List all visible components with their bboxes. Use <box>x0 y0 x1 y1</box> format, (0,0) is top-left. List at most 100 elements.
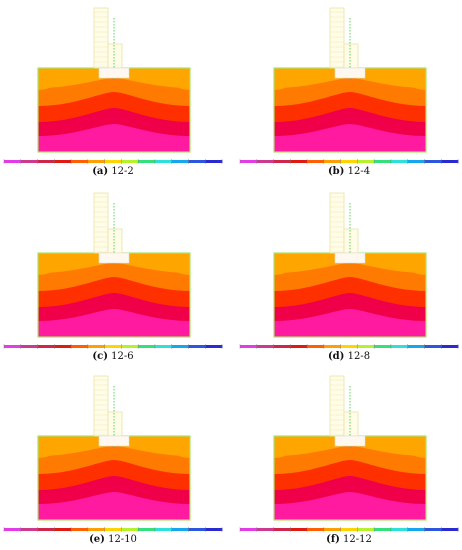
legend-swatch <box>256 160 275 163</box>
panel-letter: (a) <box>92 166 109 177</box>
legend-swatch <box>171 345 189 348</box>
legend-swatch <box>407 345 425 348</box>
legend-swatch <box>407 160 425 163</box>
legend-swatch <box>188 160 206 163</box>
building-structure <box>329 192 366 265</box>
contour-panel: (a) 12-2 <box>0 0 226 183</box>
legend-swatch <box>340 528 358 531</box>
legend-swatch <box>20 345 39 348</box>
legend-swatch <box>374 345 392 348</box>
legend-swatch <box>205 345 223 348</box>
stress-band <box>38 68 64 90</box>
legend-swatch <box>273 160 291 163</box>
color-legend-bar <box>239 159 459 164</box>
legend-swatch <box>37 528 55 531</box>
panel-label: 12-10 <box>104 534 137 545</box>
contour-plot <box>239 192 459 349</box>
legend-swatch <box>37 160 55 163</box>
legend-swatch <box>323 528 342 531</box>
legend-swatch <box>307 528 325 531</box>
legend-swatch <box>357 345 375 348</box>
soil-contours <box>38 68 190 152</box>
legend-swatch <box>424 160 442 163</box>
legend-swatch <box>240 160 258 163</box>
legend-swatch <box>307 345 325 348</box>
contour-plot <box>3 7 223 164</box>
foundation <box>334 252 366 264</box>
legend-swatch <box>374 528 392 531</box>
legend-swatch <box>188 345 206 348</box>
panel-letter: (f) <box>326 534 340 545</box>
legend-swatch <box>374 160 392 163</box>
building-structure <box>93 7 130 80</box>
legend-swatch <box>290 160 308 163</box>
contour-panel: (e) 12-10 <box>0 366 226 549</box>
color-legend-bar <box>3 344 223 349</box>
panel-letter: (c) <box>92 351 108 362</box>
panel-caption: (a) 12-2 <box>0 166 226 177</box>
legend-swatch <box>441 528 459 531</box>
stress-band <box>164 436 190 458</box>
panel-caption: (f) 12-12 <box>236 534 462 545</box>
legend-swatch <box>104 345 122 348</box>
contour-plot <box>239 7 459 164</box>
legend-swatch <box>390 160 409 163</box>
stress-band <box>38 436 64 458</box>
soil-contours <box>274 68 426 152</box>
legend-swatch <box>390 528 409 531</box>
legend-swatch <box>357 160 375 163</box>
legend-swatch <box>121 528 139 531</box>
panel-letter: (b) <box>327 166 345 177</box>
contour-panel: (f) 12-12 <box>236 366 462 549</box>
legend-swatch <box>71 160 89 163</box>
legend-swatch <box>323 345 342 348</box>
legend-swatch <box>154 345 173 348</box>
legend-swatch <box>37 345 55 348</box>
building-structure <box>93 375 130 448</box>
stress-band <box>164 68 190 90</box>
legend-swatch <box>323 160 342 163</box>
legend-swatch <box>256 345 275 348</box>
stress-band <box>274 436 300 458</box>
legend-swatch <box>20 528 39 531</box>
panel-label: 12-8 <box>344 351 371 362</box>
legend-swatch <box>441 160 459 163</box>
stress-band <box>274 253 300 275</box>
panel-label: 12-2 <box>108 166 134 177</box>
legend-swatch <box>424 528 442 531</box>
legend-swatch <box>240 345 258 348</box>
building-structure <box>329 375 366 448</box>
legend-swatch <box>71 528 89 531</box>
stress-band <box>164 253 190 275</box>
legend-swatch <box>87 528 106 531</box>
foundation <box>98 67 130 79</box>
stress-band <box>400 68 426 90</box>
legend-swatch <box>171 528 189 531</box>
legend-swatch <box>138 528 156 531</box>
legend-swatch <box>240 528 258 531</box>
soil-contours <box>38 253 190 337</box>
contour-panel: (c) 12-6 <box>0 183 226 366</box>
contour-panel: (d) 12-8 <box>236 183 462 366</box>
legend-swatch <box>104 528 122 531</box>
panel-label: 12-6 <box>107 351 134 362</box>
soil-contours <box>38 436 190 520</box>
soil-contours <box>274 253 426 337</box>
building-structure <box>93 192 130 265</box>
legend-swatch <box>390 345 409 348</box>
legend-swatch <box>424 345 442 348</box>
legend-swatch <box>71 345 89 348</box>
panel-caption: (d) 12-8 <box>236 351 462 362</box>
legend-swatch <box>407 528 425 531</box>
legend-swatch <box>290 345 308 348</box>
legend-swatch <box>4 160 22 163</box>
legend-swatch <box>54 345 72 348</box>
soil-contours <box>274 436 426 520</box>
legend-swatch <box>104 160 122 163</box>
legend-swatch <box>54 528 72 531</box>
legend-swatch <box>4 528 22 531</box>
legend-swatch <box>121 345 139 348</box>
legend-swatch <box>441 345 459 348</box>
legend-swatch <box>154 528 173 531</box>
legend-swatch <box>205 160 223 163</box>
